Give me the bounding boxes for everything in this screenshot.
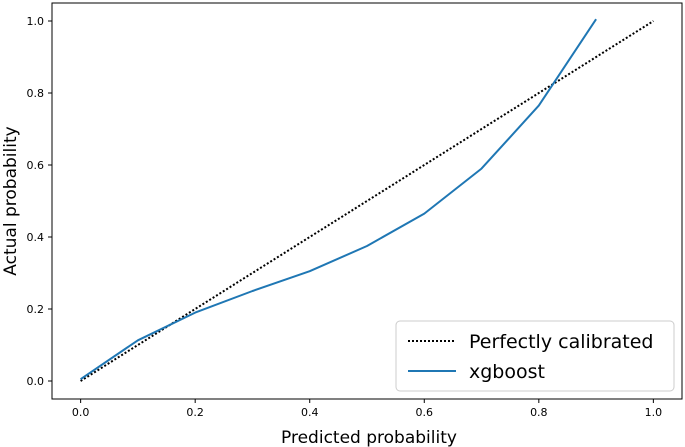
x-tick-label: 0.4 [301,406,319,419]
y-axis-ticks: 0.0 0.2 0.4 0.6 0.8 1.0 [27,15,52,388]
y-tick-label: 0.0 [27,375,45,388]
legend-box [395,320,675,392]
series-line-xgboost [80,18,597,381]
x-tick-label: 0.8 [530,406,548,419]
y-tick-label: 0.6 [27,159,45,172]
x-tick-label: 1.0 [645,406,663,419]
x-axis-label: Predicted probability [281,428,457,447]
y-tick-label: 0.8 [27,87,45,100]
x-tick-label: 0.0 [72,406,90,419]
legend-xgboost-label: xgboost [469,361,545,383]
legend: Perfectly calibrated xgboost [395,320,675,392]
plot-lines [80,18,654,382]
y-tick-label: 1.0 [27,15,45,28]
x-tick-label: 0.6 [416,406,434,419]
y-tick-label: 0.4 [27,231,45,244]
legend-perfectly-calibrated-label: Perfectly calibrated [469,331,653,353]
x-axis-ticks: 0.0 0.2 0.4 0.6 0.8 1.0 [72,399,662,419]
x-tick-label: 0.2 [186,406,204,419]
y-tick-label: 0.2 [27,303,45,316]
y-axis-label: Actual probability [1,126,21,275]
